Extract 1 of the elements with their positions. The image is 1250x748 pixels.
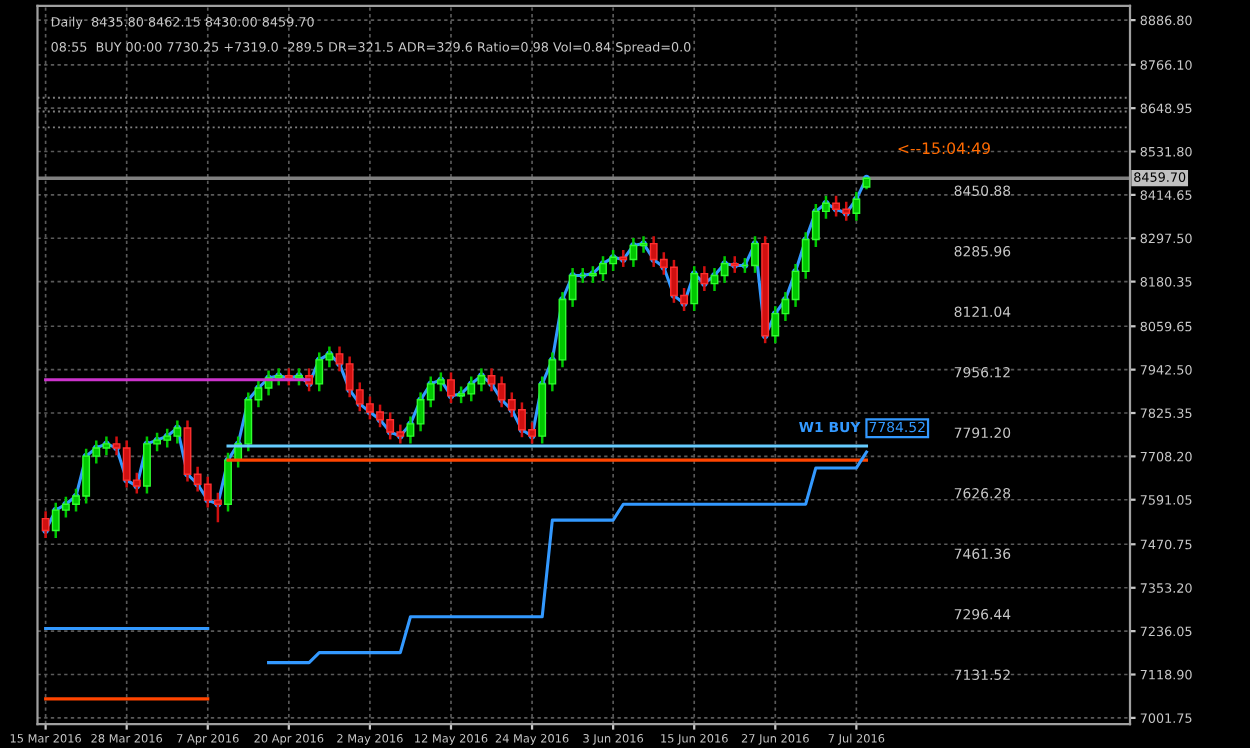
line-series xyxy=(267,450,869,665)
